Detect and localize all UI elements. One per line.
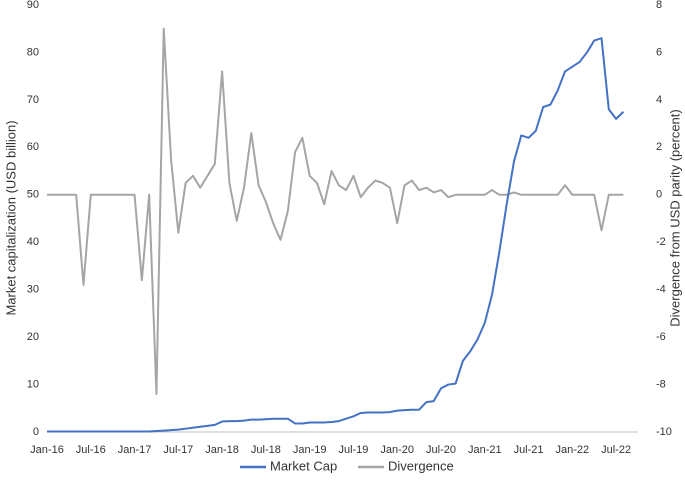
x-tick-label: Jan-22 [556,444,590,456]
y2-tick-label: 6 [656,46,662,58]
x-tick-label: Jan-18 [205,444,239,456]
x-tick-label: Jul-22 [601,444,631,456]
x-tick-label: Jul-18 [251,444,281,456]
y-tick-label: 60 [27,141,39,153]
x-tick-label: Jul-21 [514,444,544,456]
y2-tick-label: -8 [656,378,666,390]
y-tick-label: 30 [27,284,39,296]
x-tick-label: Jul-17 [163,444,193,456]
y-axis-title: Market capitalization (USD billion) [3,120,18,315]
y-tick-label: 0 [33,426,39,438]
y2-tick-label: 4 [656,94,662,106]
y-tick-label: 90 [27,0,39,11]
y2-tick-label: 0 [656,189,662,201]
x-tick-label: Jul-20 [426,444,456,456]
y-tick-label: 10 [27,378,39,390]
x-tick-label: Jan-17 [118,444,152,456]
x-tick-label: Jan-21 [468,444,502,456]
y-tick-label: 70 [27,94,39,106]
series-line [47,27,624,396]
y-tick-label: 50 [27,189,39,201]
y2-tick-label: -6 [656,331,666,343]
x-tick-label: Jul-19 [338,444,368,456]
y-tick-label: 40 [27,236,39,248]
x-tick-label: Jan-16 [30,444,64,456]
x-tick-label: Jan-20 [380,444,414,456]
y2-tick-label: -2 [656,236,666,248]
y-tick-label: 80 [27,46,39,58]
y2-tick-label: -4 [656,284,666,296]
y2-tick-label: 8 [656,0,662,11]
y2-tick-label: -10 [656,426,672,438]
legend-label: Divergence [388,458,454,473]
y2-tick-label: 2 [656,141,662,153]
y2-axis-title: Divergence from USD parity (percent) [667,109,682,326]
x-tick-label: Jul-16 [76,444,106,456]
legend-label: Market Cap [270,458,337,473]
x-tick-label: Jan-19 [293,444,327,456]
series-line [47,37,625,433]
y-tick-label: 20 [27,331,39,343]
